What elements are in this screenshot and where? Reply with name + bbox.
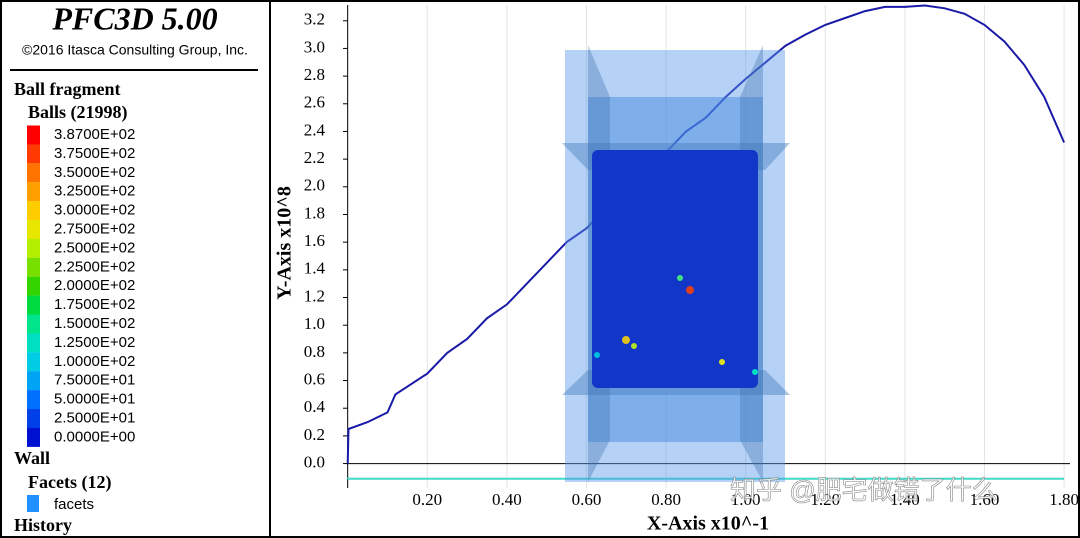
x-tick-label: 0.60 xyxy=(572,490,602,509)
copyright: ©2016 Itasca Consulting Group, Inc. xyxy=(22,42,248,58)
plot: 0.20 0.40 0.60 0.80 1.00 1.20 1.40 1.60 1.80 0.0 0… xyxy=(274,4,1079,535)
legend-swatch xyxy=(27,220,40,239)
legend-label: 3.8700E+02 xyxy=(54,126,135,143)
legend-swatch xyxy=(27,295,40,315)
x-tick-label: 1.20 xyxy=(810,490,840,509)
y-tick-label: 0.2 xyxy=(304,425,325,444)
x-tick-label: 0.20 xyxy=(412,490,442,509)
legend-label: 2.2500E+02 xyxy=(54,258,135,275)
wall-label: Wall xyxy=(14,448,50,468)
ball xyxy=(631,343,637,349)
legend-swatch xyxy=(27,182,40,202)
legend-label: 0.0000E+00 xyxy=(54,428,135,445)
y-tick-label: 1.2 xyxy=(304,286,325,305)
legend-label: 5.0000E+01 xyxy=(54,391,135,408)
legend-label: 2.0000E+02 xyxy=(54,277,135,294)
legend-swatch xyxy=(27,333,40,353)
y-tick-label: 1.0 xyxy=(304,314,325,333)
balls-label: Balls (21998) xyxy=(28,102,128,123)
y-tick-label: 0.4 xyxy=(304,397,326,416)
series-line xyxy=(346,4,1066,464)
legend-label: 2.5000E+01 xyxy=(54,409,135,426)
y-tick-label: 2.8 xyxy=(304,65,325,84)
legend-swatch xyxy=(27,201,40,221)
legend-swatch xyxy=(27,427,40,447)
legend-label: 3.5000E+02 xyxy=(54,164,135,181)
y-tick-label: 2.2 xyxy=(304,148,325,167)
legend-swatch xyxy=(27,390,40,410)
y-tick-label: 0.0 xyxy=(304,452,325,471)
legend-label: 1.2500E+02 xyxy=(54,334,135,351)
x-tick-label: 1.40 xyxy=(890,490,920,509)
legend-label: 1.7500E+02 xyxy=(54,296,135,313)
ball xyxy=(686,286,694,294)
ball xyxy=(622,336,630,344)
facets-swatch xyxy=(27,495,39,512)
ball-assembly xyxy=(592,150,758,388)
model-view xyxy=(562,45,790,482)
y-tick-label: 2.0 xyxy=(304,176,325,195)
legend-swatch xyxy=(27,125,40,145)
legend-label: 3.2500E+02 xyxy=(54,183,135,200)
legend-swatch xyxy=(27,257,40,277)
legend-label: 2.7500E+02 xyxy=(54,220,135,237)
y-tick-label: 1.8 xyxy=(304,203,325,222)
legend-label: 7.5000E+01 xyxy=(54,372,135,389)
legend-swatch xyxy=(27,352,40,372)
legend-swatch xyxy=(27,409,40,428)
legend-label: 1.5000E+02 xyxy=(54,315,135,332)
series-line xyxy=(346,476,1065,480)
legend-swatch xyxy=(27,144,40,164)
legend-swatch xyxy=(27,276,40,296)
y-tick-label: 1.6 xyxy=(304,231,325,250)
y-tick-label: 3.2 xyxy=(304,10,325,29)
legend-swatch xyxy=(27,314,40,334)
ball xyxy=(752,369,758,375)
y-tick-label: 0.6 xyxy=(304,369,325,388)
watermark: 知乎 @肥宅做错了什么 xyxy=(730,475,998,505)
group-label: Ball fragment xyxy=(14,79,120,99)
legend-label: 3.0000E+02 xyxy=(54,202,135,219)
facets-group: Facets (12) xyxy=(28,472,111,493)
ball xyxy=(677,275,683,281)
y-tick-label: 3.0 xyxy=(304,37,325,56)
x-tick-label: 0.40 xyxy=(492,490,522,509)
x-tick-label: 1.80 xyxy=(1049,490,1079,509)
history-label: History xyxy=(14,515,72,535)
y-tick-label: 2.6 xyxy=(304,93,325,112)
x-axis-title: X-Axis x10^-1 xyxy=(647,513,769,535)
x-tick-label: 0.80 xyxy=(651,490,681,509)
legend-swatch xyxy=(27,371,40,391)
legend: 3.8700E+02 3.7500E+02 3.5000E+02 3.2500E+02… xyxy=(27,125,135,447)
y-tick-label: 0.8 xyxy=(304,342,325,361)
y-axis-title: Y-Axis x10^8 xyxy=(274,186,296,300)
legend-label: 1.0000E+02 xyxy=(54,353,135,370)
facets-label: facets xyxy=(54,496,94,513)
legend-swatch xyxy=(27,238,40,258)
legend-label: 2.5000E+02 xyxy=(54,239,135,256)
x-tick-label: 1.60 xyxy=(970,490,1000,509)
legend-swatch xyxy=(27,163,40,183)
y-tick-label: 1.4 xyxy=(304,259,326,278)
ball xyxy=(594,352,600,358)
legend-label: 3.7500E+02 xyxy=(54,145,135,162)
x-tick-label: 1.00 xyxy=(731,490,761,509)
app-title: PFC3D 5.00 xyxy=(51,0,217,36)
y-tick-label: 2.4 xyxy=(304,120,326,139)
ball xyxy=(719,359,725,365)
